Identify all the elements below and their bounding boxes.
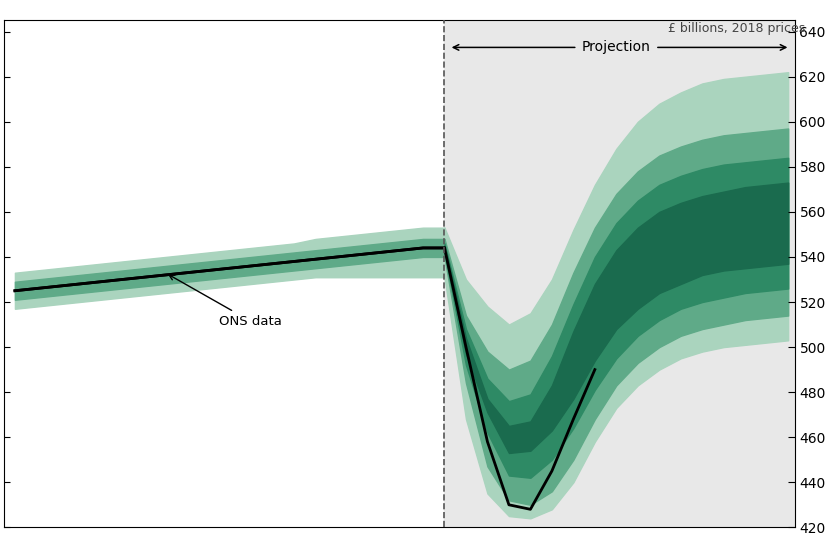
- Bar: [445, 21, 794, 528]
- Text: ONS data: ONS data: [169, 275, 282, 328]
- Text: Projection: Projection: [582, 40, 651, 55]
- Text: £ billions, 2018 prices: £ billions, 2018 prices: [668, 22, 805, 35]
